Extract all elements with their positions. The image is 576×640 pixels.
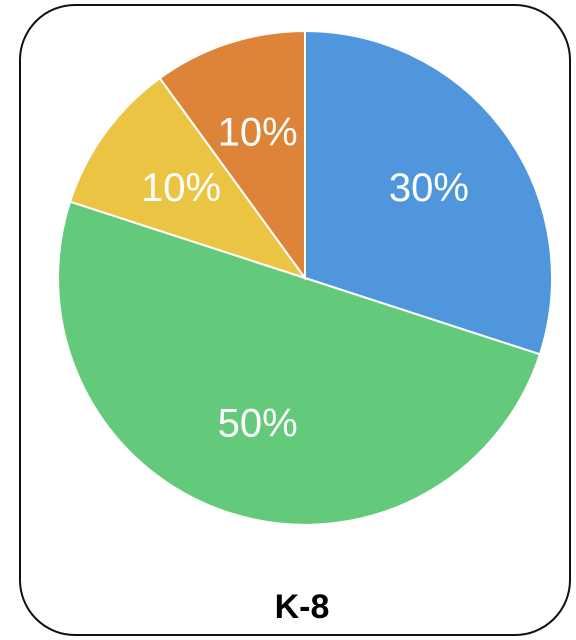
pie-label-4: 10% — [218, 110, 298, 154]
chart-title: K-8 — [274, 588, 330, 626]
pie-slice-1 — [304, 29, 553, 356]
pie-slice-3 — [68, 76, 308, 280]
pie-label-3: 10% — [141, 166, 221, 210]
pie-label-1: 30% — [389, 166, 469, 210]
pie-slice-2 — [57, 200, 542, 526]
pie-label-2: 50% — [218, 402, 298, 446]
pie-slice-4 — [158, 29, 306, 282]
pie-slices — [57, 29, 553, 526]
pie-labels: 30% 50% 10% 10% — [141, 110, 469, 445]
